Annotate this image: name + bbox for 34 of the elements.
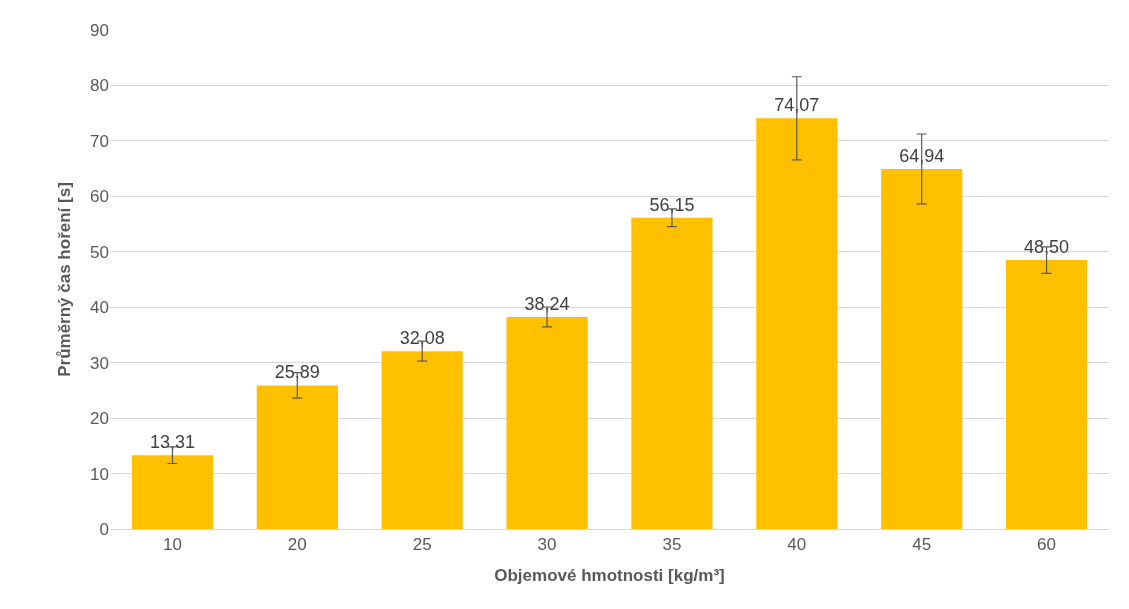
y-tick-label: 60 <box>90 187 109 207</box>
y-tick-label: 0 <box>99 519 109 539</box>
bar <box>256 385 338 529</box>
y-tick-label: 90 <box>90 20 109 40</box>
y-tick-label: 10 <box>90 464 109 484</box>
bar <box>631 217 713 529</box>
x-tick-label: 60 <box>1037 535 1057 555</box>
y-tick-label: 20 <box>90 409 109 429</box>
y-tick-label: 50 <box>90 242 109 262</box>
data-label: 32,08 <box>399 328 445 349</box>
y-tick-label: 70 <box>90 131 109 151</box>
data-label: 48,50 <box>1024 237 1070 258</box>
y-axis-title: Průměrný čas hoření [s] <box>54 182 74 377</box>
bar <box>756 118 838 529</box>
data-label: 38,24 <box>524 293 570 314</box>
x-tick-label: 35 <box>662 535 682 555</box>
x-tick-label: 25 <box>412 535 432 555</box>
y-tick-label: 30 <box>90 353 109 373</box>
x-tick-label: 30 <box>537 535 557 555</box>
data-label: 13,31 <box>149 432 195 453</box>
bar <box>381 351 463 529</box>
x-tick-label: 10 <box>162 535 182 555</box>
bar <box>1005 260 1088 529</box>
data-label: 25,89 <box>274 362 320 383</box>
x-tick-label: 45 <box>912 535 932 555</box>
y-tick-label: 80 <box>90 76 109 96</box>
x-tick-label: 40 <box>787 535 807 555</box>
x-axis-title: Objemové hmotnosti [kg/m³] <box>494 565 725 585</box>
bar <box>131 455 214 529</box>
bar <box>881 168 963 529</box>
y-tick-label: 40 <box>90 298 109 318</box>
data-label: 56,15 <box>649 194 695 215</box>
x-tick-label: 20 <box>287 535 307 555</box>
bar <box>506 316 588 529</box>
